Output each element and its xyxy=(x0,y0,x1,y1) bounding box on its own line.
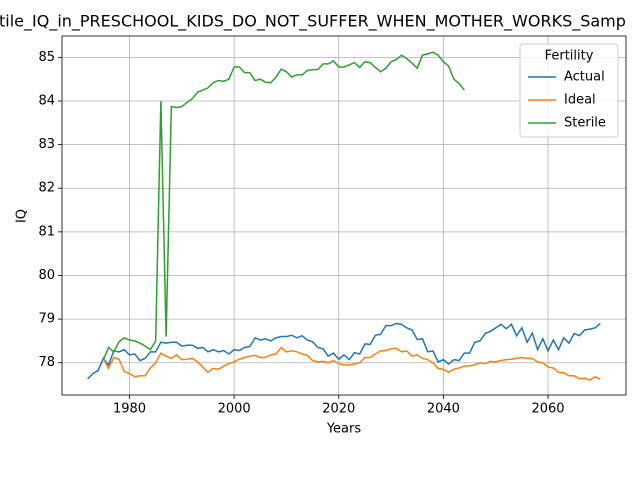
plot-frame xyxy=(61,35,627,396)
line-series xyxy=(102,346,601,382)
y-tick-label: 82 xyxy=(38,181,55,196)
y-tick-label: 81 xyxy=(38,224,55,239)
legend-box xyxy=(519,43,619,138)
x-tick-label: 2060 xyxy=(531,402,564,417)
x-tick-label: 2000 xyxy=(218,402,251,417)
x-tick-label: 2020 xyxy=(322,402,355,417)
x-axis-label: Years xyxy=(326,422,362,437)
y-tick-label: 78 xyxy=(38,355,55,370)
legend-label: Actual xyxy=(564,70,605,85)
line-series xyxy=(87,322,601,380)
y-tick-label: 85 xyxy=(38,50,55,65)
chart-title: tile_IQ_in_PRESCHOOL_KIDS_DO_NOT_SUFFER_… xyxy=(0,12,626,32)
x-tick-label: 1980 xyxy=(113,402,146,417)
y-tick-label: 80 xyxy=(38,268,55,283)
line-series xyxy=(102,51,465,360)
y-tick-label: 83 xyxy=(38,137,55,152)
legend-label: Sterile xyxy=(564,116,606,131)
y-axis-label: IQ xyxy=(15,209,30,223)
y-tick-label: 79 xyxy=(38,312,55,327)
y-tick-label: 84 xyxy=(38,93,55,108)
legend-label: Ideal xyxy=(564,93,596,108)
legend-title: Fertility xyxy=(545,49,594,64)
x-tick-label: 2040 xyxy=(427,402,460,417)
